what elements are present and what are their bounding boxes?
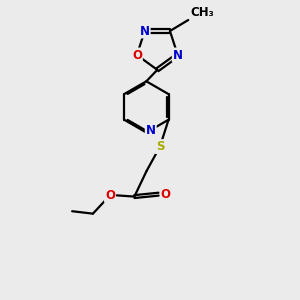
- Text: N: N: [140, 25, 150, 38]
- Text: N: N: [146, 124, 156, 136]
- Text: O: O: [132, 49, 142, 62]
- Text: N: N: [173, 49, 183, 62]
- Text: O: O: [160, 188, 171, 201]
- Text: O: O: [105, 189, 115, 202]
- Text: S: S: [156, 140, 164, 153]
- Text: CH₃: CH₃: [190, 6, 214, 19]
